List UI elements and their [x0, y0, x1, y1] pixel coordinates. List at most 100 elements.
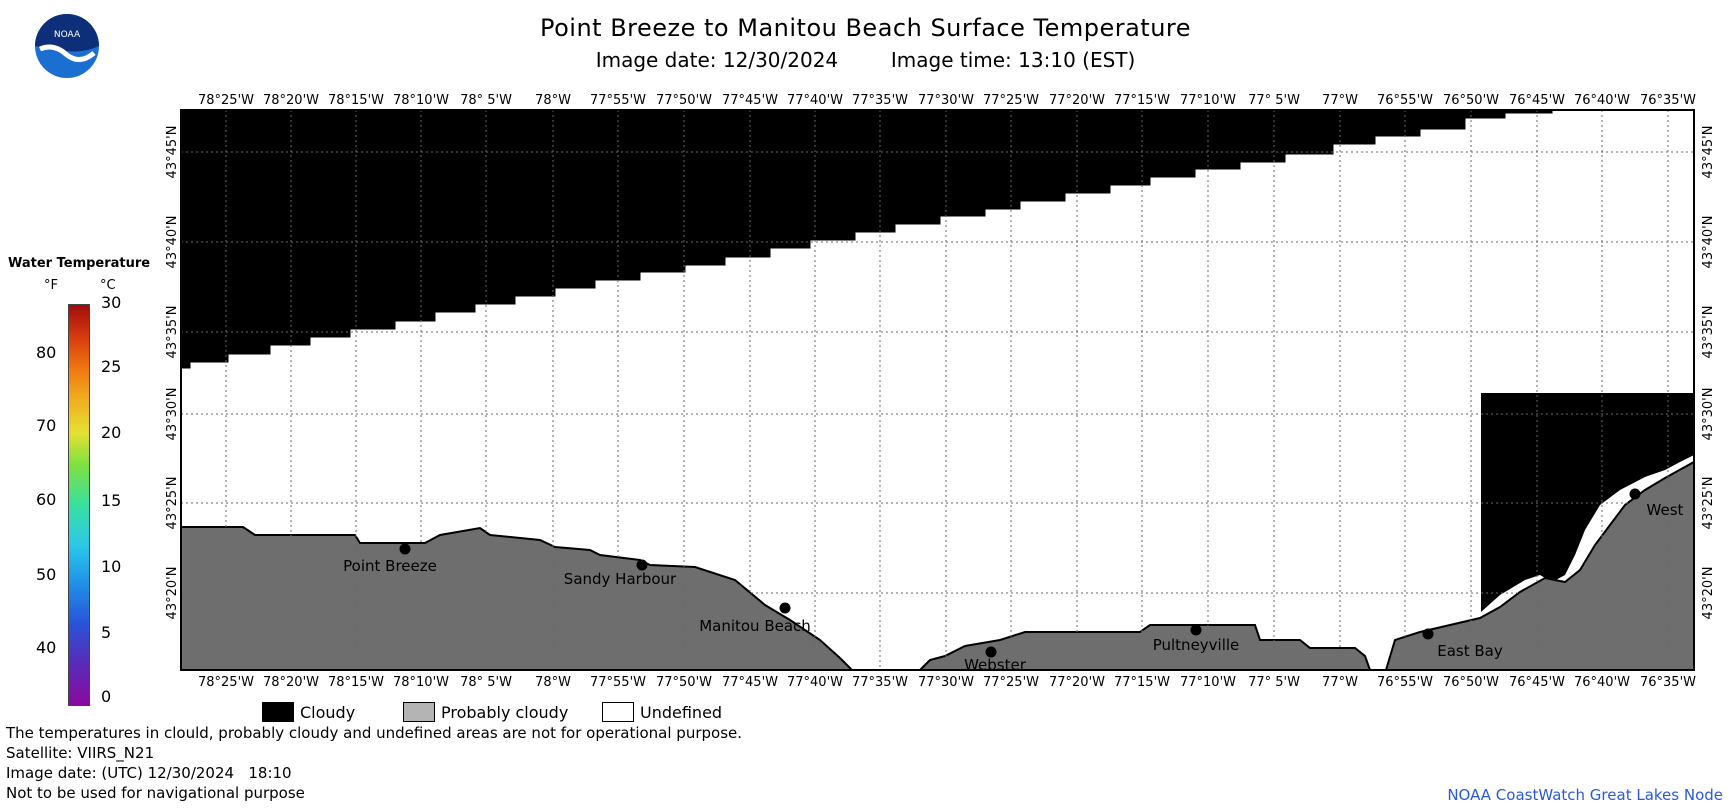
land-region-webster — [917, 624, 1372, 671]
place-marker — [399, 543, 411, 555]
place-markers: Point Breeze Sandy Harbour Manitou Beach We… — [343, 488, 1684, 674]
image-date: Image date: 12/30/2024 — [595, 48, 839, 72]
longitude-label-bottom: 78°20'W — [263, 675, 319, 690]
longitude-label-bottom: 77°50'W — [656, 675, 712, 690]
longitude-label-top: 78°25'W — [198, 93, 254, 108]
fahrenheit-tick-label: 70 — [36, 416, 57, 435]
place-label: Sandy Harbour — [564, 570, 677, 588]
latitude-labels-right: 43°45'N 43°40'N 43°35'N 43°30'N 43°25'N 43°20… — [1701, 126, 1716, 620]
map-title: Point Breeze to Manitou Beach Surface Te… — [539, 14, 1192, 42]
longitude-label-bottom: 78° 5'W — [460, 675, 512, 690]
longitude-label-top: 77°25'W — [983, 93, 1039, 108]
credit-link[interactable]: NOAA CoastWatch Great Lakes Node — [1447, 786, 1723, 804]
longitude-label-bottom: 77°20'W — [1049, 675, 1105, 690]
latitude-label-left: 43°20'N — [165, 567, 180, 620]
fahrenheit-tick-label: 60 — [36, 490, 57, 509]
longitude-label-bottom: 77°15'W — [1114, 675, 1170, 690]
longitude-label-top: 77°55'W — [590, 93, 646, 108]
satellite-text: Satellite: VIIRS_N21 — [6, 744, 155, 762]
longitude-label-bottom: 78°25'W — [198, 675, 254, 690]
longitude-label-bottom: 78°10'W — [393, 675, 449, 690]
place-label: Webster — [964, 656, 1027, 674]
land-region-west — [180, 526, 855, 671]
legend-unit-fahrenheit: °F — [44, 278, 58, 293]
legend-title: Water Temperature — [8, 256, 151, 271]
longitude-label-top: 76°50'W — [1443, 93, 1499, 108]
longitude-label-top: 76°55'W — [1377, 93, 1433, 108]
cloud-region-north — [180, 109, 1553, 369]
longitude-label-bottom: 77°10'W — [1180, 675, 1236, 690]
latitude-label-right: 43°30'N — [1701, 388, 1716, 441]
noaa-logo: NOAA — [35, 14, 99, 78]
map-frame — [180, 109, 1695, 671]
longitude-label-top: 77°40'W — [787, 93, 843, 108]
temperature-colorbar — [68, 304, 90, 706]
key-label-probably-cloudy: Probably cloudy — [441, 703, 569, 722]
map-subtitle: Image date: 12/30/2024 Image time: 13:10… — [0, 48, 1731, 72]
longitude-label-top: 78° 5'W — [460, 93, 512, 108]
latitude-label-left: 43°35'N — [165, 306, 180, 359]
key-swatch-cloudy — [262, 702, 294, 722]
longitude-label-bottom: 77°55'W — [590, 675, 646, 690]
longitude-label-bottom: 77°45'W — [722, 675, 778, 690]
longitude-label-top: 76°45'W — [1509, 93, 1565, 108]
latitude-label-right: 43°20'N — [1701, 567, 1716, 620]
celsius-tick-label: 25 — [101, 357, 122, 376]
longitude-label-bottom: 77°25'W — [983, 675, 1039, 690]
place-marker — [1190, 624, 1202, 636]
longitude-label-top: 77°10'W — [1180, 93, 1236, 108]
celsius-tick-label: 0 — [101, 687, 112, 706]
noaa-logo-text: NOAA — [54, 30, 81, 40]
navigation-warning: Not to be used for navigational purpose — [6, 784, 305, 802]
longitude-label-top: 77° 5'W — [1248, 93, 1300, 108]
key-swatch-undefined — [602, 702, 634, 722]
longitude-label-bottom: 77°35'W — [852, 675, 908, 690]
fahrenheit-tick-label: 50 — [36, 565, 57, 584]
longitude-label-top: 77°W — [1322, 93, 1358, 108]
celsius-tick-label: 15 — [101, 491, 122, 510]
fahrenheit-tick-label: 40 — [36, 638, 57, 657]
latitude-label-right: 43°45'N — [1701, 126, 1716, 179]
longitude-label-top: 77°45'W — [722, 93, 778, 108]
longitude-label-top: 78°20'W — [263, 93, 319, 108]
longitude-label-top: 77°30'W — [918, 93, 974, 108]
key-label-cloudy: Cloudy — [300, 703, 356, 722]
latitude-label-right: 43°40'N — [1701, 216, 1716, 269]
longitude-label-bottom: 77°30'W — [918, 675, 974, 690]
key-swatch-probably-cloudy — [403, 702, 435, 722]
celsius-tick-label: 5 — [101, 623, 112, 642]
longitude-label-top: 77°20'W — [1049, 93, 1105, 108]
longitude-label-bottom: 78°15'W — [328, 675, 384, 690]
longitude-label-top: 78°W — [535, 93, 571, 108]
place-marker — [636, 559, 648, 571]
land-region-east — [1384, 460, 1695, 671]
utc-date-text: Image date: (UTC) 12/30/2024 18:10 — [6, 764, 292, 782]
longitude-label-top: 76°40'W — [1574, 93, 1630, 108]
place-label: East Bay — [1437, 642, 1503, 660]
disclaimer-text: The temperatures in clould, probably clo… — [6, 724, 743, 742]
latitude-label-left: 43°25'N — [165, 477, 180, 530]
place-marker — [1629, 488, 1641, 500]
celsius-tick-label: 30 — [101, 293, 122, 312]
place-marker — [985, 646, 997, 658]
longitude-label-bottom: 77° 5'W — [1248, 675, 1300, 690]
latitude-label-right: 43°35'N — [1701, 306, 1716, 359]
legend-unit-celsius: °C — [100, 278, 116, 293]
longitude-label-bottom: 76°55'W — [1377, 675, 1433, 690]
image-time: Image time: 13:10 (EST) — [890, 48, 1136, 72]
longitude-label-top: 76°35'W — [1640, 93, 1696, 108]
longitude-labels-bottom: 78°25'W 78°20'W 78°15'W 78°10'W 78° 5'W 78°W 7… — [198, 675, 1696, 690]
longitude-label-bottom: 76°40'W — [1574, 675, 1630, 690]
latitude-labels-left: 43°45'N 43°40'N 43°35'N 43°30'N 43°25'N 43°20… — [165, 126, 180, 620]
place-label: Point Breeze — [343, 557, 437, 575]
fahrenheit-tick-label: 80 — [36, 343, 57, 362]
longitude-label-bottom: 76°50'W — [1443, 675, 1499, 690]
longitude-label-bottom: 78°W — [535, 675, 571, 690]
longitude-label-top: 77°15'W — [1114, 93, 1170, 108]
place-label: Pultneyville — [1153, 636, 1240, 654]
longitude-label-bottom: 76°45'W — [1509, 675, 1565, 690]
longitude-label-bottom: 76°35'W — [1640, 675, 1696, 690]
place-marker — [779, 602, 791, 614]
latitude-label-left: 43°40'N — [165, 216, 180, 269]
longitude-label-top: 78°10'W — [393, 93, 449, 108]
